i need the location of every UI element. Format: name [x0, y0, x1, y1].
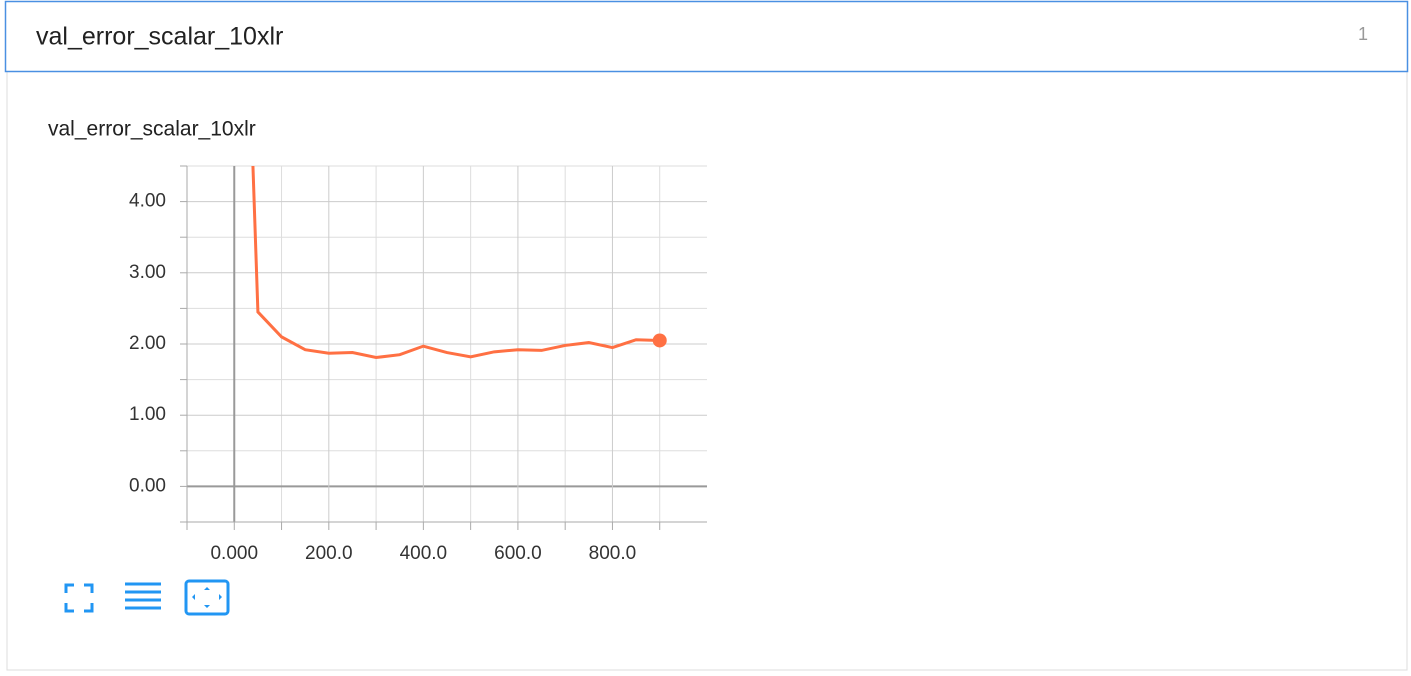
header-title: val_error_scalar_10xlr	[36, 23, 283, 51]
log-scale-icon[interactable]	[125, 582, 161, 610]
fit-domain-icon[interactable]	[184, 579, 230, 616]
fullscreen-icon[interactable]	[64, 583, 94, 613]
y-tick-label: 2.00	[129, 333, 166, 354]
x-tick-label: 200.0	[305, 543, 353, 564]
header-bar[interactable]	[4, 0, 1409, 73]
x-tick-label: 400.0	[400, 543, 448, 564]
x-tick-label: 600.0	[494, 543, 542, 564]
y-tick-label: 0.00	[129, 475, 166, 496]
header-count: 1	[1358, 24, 1368, 44]
card	[6, 69, 1408, 671]
toolbar	[64, 579, 230, 616]
chart-title: val_error_scalar_10xlr	[48, 118, 256, 141]
series-line	[251, 166, 660, 360]
x-tick-label: 0.000	[210, 543, 258, 564]
y-tick-label: 1.00	[129, 404, 166, 425]
plot-area	[251, 166, 660, 360]
y-tick-label: 3.00	[129, 262, 166, 283]
y-tick-label: 4.00	[129, 191, 166, 212]
last-point	[652, 333, 667, 348]
x-tick-label: 800.0	[589, 543, 637, 564]
